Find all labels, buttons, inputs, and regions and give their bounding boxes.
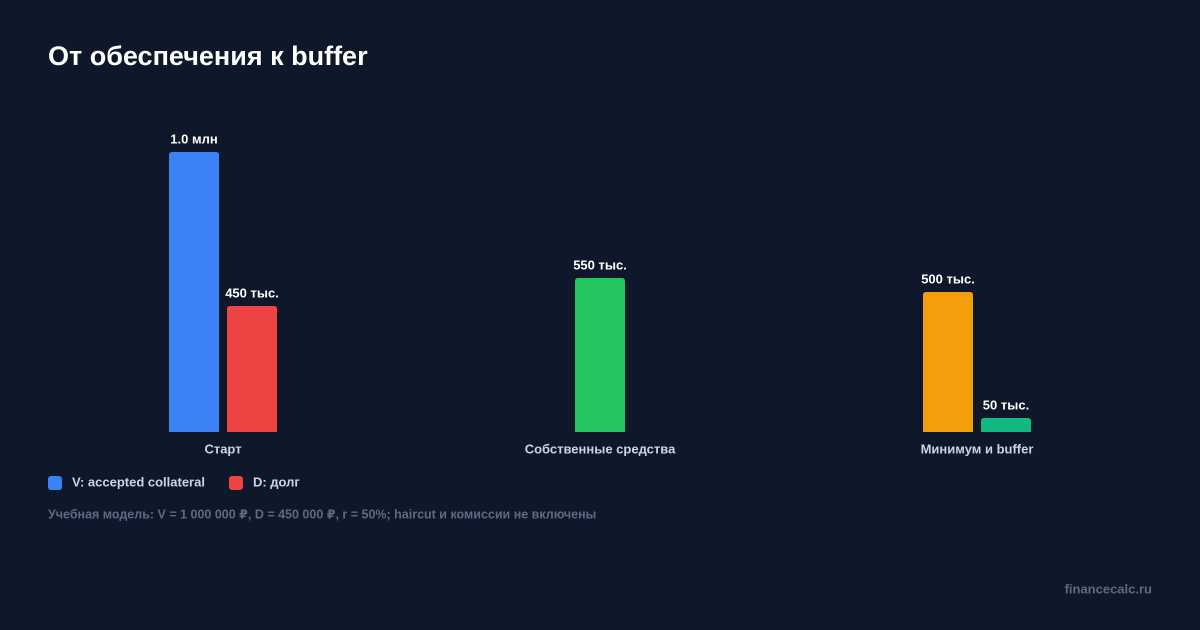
legend-swatch (228, 476, 243, 490)
watermark: financecalc.ru (1065, 581, 1152, 596)
x-tick-label: Минимум и buffer (921, 441, 1034, 456)
chart-title: От обеспечения к buffer (48, 41, 368, 71)
legend-label: V: accepted collateral (72, 474, 205, 489)
bar (923, 292, 973, 432)
bar (227, 306, 277, 432)
value-label: 500 тыс. (921, 271, 975, 286)
bar (981, 418, 1031, 432)
bar (169, 152, 219, 432)
value-label: 1.0 млн (170, 131, 217, 146)
note: Учебная модель: V = 1 000 000 ₽, D = 450… (48, 507, 596, 521)
bar (575, 278, 625, 432)
value-label: 550 тыс. (573, 257, 627, 272)
x-tick-label: Собственные средства (525, 441, 676, 456)
value-label: 50 тыс. (983, 397, 1029, 412)
value-label: 450 тыс. (225, 285, 279, 300)
legend-label: D: долг (253, 474, 300, 489)
x-tick-label: Старт (204, 441, 241, 456)
legend-swatch (48, 476, 62, 490)
